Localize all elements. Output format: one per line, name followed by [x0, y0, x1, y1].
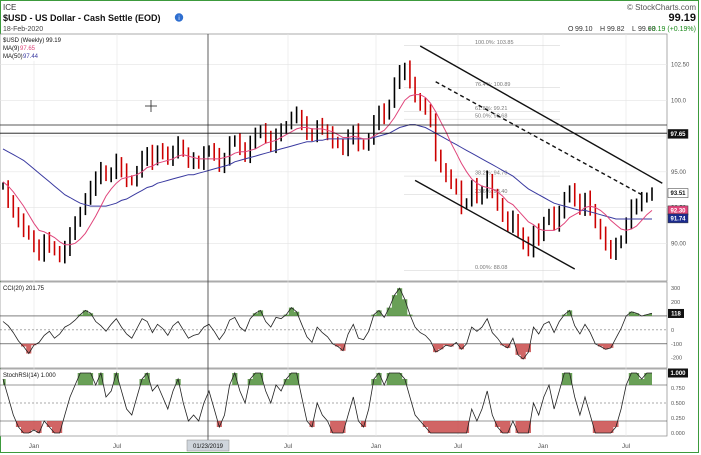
high-value: 99.82 — [607, 26, 625, 33]
chart-date: 18-Feb-2020 — [3, 26, 43, 33]
cci-plot — [0, 287, 667, 360]
open-label: O — [568, 26, 574, 33]
stochrsi-tick-label: 0.500 — [671, 401, 685, 407]
price-marker-box — [667, 213, 689, 224]
price-tick-label: 95.00 — [671, 170, 687, 176]
fibonacci-label: 76.4%: 100.89 — [475, 82, 510, 88]
ma9-line — [2, 94, 653, 246]
fibonacci-label: 0.00%: 88.08 — [475, 265, 507, 271]
lower-channel-trendline — [414, 179, 576, 270]
x-tick-label: Jul — [113, 443, 122, 450]
x-tick-label: Jul — [622, 443, 631, 450]
brand-label: © StockCharts.com — [627, 3, 696, 12]
last-price: 99.19 — [668, 12, 696, 24]
cursor-cross-icon — [145, 100, 157, 112]
fibonacci-label: 50.0%: 98.68 — [475, 114, 507, 120]
x-tick-label: Jul — [284, 443, 293, 450]
stochrsi-marker-box — [668, 368, 688, 378]
high-label: H — [600, 26, 605, 33]
price-panel[interactable] — [0, 33, 668, 282]
exchange-label: ICE — [3, 3, 16, 12]
info-icon-glyph: i — [178, 16, 179, 22]
price-tick-label: 90.00 — [671, 241, 687, 247]
stochrsi-oversold-fill — [15, 421, 619, 433]
stochrsi-tick-label: 0.000 — [671, 431, 685, 437]
cci-tick-label: -100 — [671, 342, 682, 348]
price-marker-label: 93.51 — [670, 191, 686, 197]
stochrsi-line — [2, 371, 652, 434]
upper-channel-trendline — [419, 45, 663, 184]
legend-ma50-label: MA(50) — [3, 54, 23, 60]
fibonacci-levels: 100.0%: 103.85 76.4%: 100.89 61.8%: 99.21 5… — [404, 40, 560, 271]
legend-ma9-label: MA(9) — [3, 46, 19, 52]
ma50-line — [2, 124, 652, 220]
price-change: +0.19 (+0.19%) — [648, 26, 696, 33]
stochrsi-tick-label: 0.750 — [671, 386, 685, 392]
fibonacci-label: 23.6%: 93.40 — [475, 189, 507, 195]
legend-ma50-value: 97.44 — [23, 54, 39, 60]
crosshair-date-box — [186, 439, 230, 452]
info-icon[interactable] — [174, 13, 184, 22]
legend-symbol: $USD (Weekly) 99.19 — [3, 38, 62, 44]
cci-marker-box — [668, 308, 684, 318]
crosshair-date: 01/23/2019 — [193, 444, 224, 450]
cci-tick-label: 300 — [671, 286, 680, 292]
price-tick-label: 102.50 — [671, 63, 690, 69]
fibonacci-label: 100.0%: 103.85 — [475, 40, 514, 46]
price-marker-box — [667, 129, 689, 139]
price-marker-box — [667, 188, 689, 198]
open-value: 99.10 — [575, 26, 593, 33]
stochrsi-tick-label: 0.250 — [671, 416, 685, 422]
x-tick-label: Jul — [454, 443, 463, 450]
legend-ma9-value: 97.65 — [20, 46, 36, 52]
low-value: 99.03 — [638, 26, 656, 33]
cci-tick-label: 200 — [671, 300, 680, 306]
cci-marker-label: 118 — [671, 311, 681, 317]
stochrsi-marker-label: 1.000 — [670, 371, 686, 377]
stochrsi-label: StochRSI(14) 1.000 — [3, 373, 56, 379]
price-legend: $USD (Weekly) 99.19 MA(9) 97.65 MA(50) 9… — [1, 35, 62, 61]
low-label: L — [632, 26, 636, 33]
price-tick-label: 100.0 — [671, 98, 687, 104]
price-marker-label: 91.74 — [670, 216, 686, 222]
cci-tick-label: -200 — [671, 356, 682, 362]
x-tick-label: Jan — [371, 443, 382, 450]
stochrsi-plot — [0, 371, 667, 434]
cci-line — [2, 287, 653, 360]
cci-label: CCI(20) 201.75 — [3, 286, 45, 292]
x-tick-label: Jan — [538, 443, 549, 450]
x-tick-label: Jan — [29, 443, 40, 450]
price-marker-label: 92.30 — [670, 208, 686, 214]
fibonacci-label: 38.2%: 94.70 — [475, 171, 507, 177]
price-marker-label: 97.65 — [670, 132, 686, 138]
chart-title: $USD - US Dollar - Cash Settle (EOD) — [3, 13, 161, 23]
x-axis: Jan Jul Jul Jan Jul Jan Jul — [29, 443, 631, 450]
price-axis: 102.50100.097.5095.0092.5090.0097.6593.5… — [667, 63, 690, 437]
fibonacci-label: 61.8%: 99.21 — [475, 106, 507, 112]
trendlines — [0, 45, 667, 270]
cci-tick-label: 0 — [671, 328, 674, 334]
